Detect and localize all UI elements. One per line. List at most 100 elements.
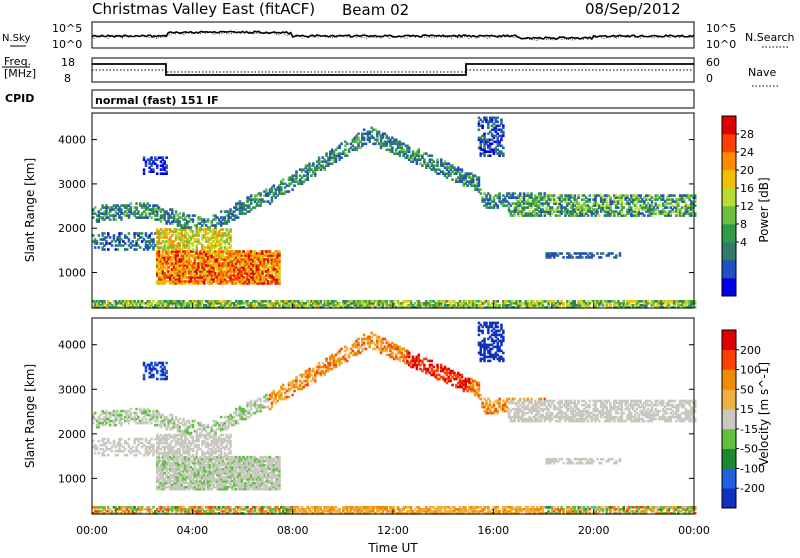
velocity-cell [164, 366, 167, 369]
power-cell [150, 232, 153, 235]
velocity-cell [117, 454, 120, 457]
power-cell [250, 194, 253, 197]
cpid-label: CPID [5, 92, 34, 105]
power-cell [581, 256, 584, 259]
power-cell [589, 198, 592, 201]
power-cell [295, 170, 298, 173]
power-cell [120, 208, 123, 211]
power-cell [150, 156, 153, 159]
power-cell [572, 256, 575, 259]
power-cell [386, 300, 389, 303]
power-cell [574, 194, 577, 197]
velocity-cell [109, 442, 112, 445]
velocity-cell [137, 416, 140, 419]
velocity-cell [150, 438, 153, 441]
velocity-cell [130, 408, 133, 411]
velocity-cell [143, 374, 146, 377]
power-cell [346, 143, 349, 146]
velocity-cell [165, 376, 168, 379]
power-cell [135, 206, 138, 209]
power-cell [639, 194, 642, 197]
power-cell [340, 156, 343, 159]
velocity-cell [98, 452, 101, 455]
velocity-cell [141, 438, 144, 441]
power-cell [433, 160, 436, 163]
power-cell [280, 186, 283, 189]
power-cell [451, 178, 454, 181]
nsky-line [92, 31, 694, 39]
power-cell [194, 214, 197, 217]
power-cell [487, 300, 490, 303]
power-cell [502, 125, 505, 128]
nave-tick-low: 0 [706, 72, 713, 85]
power-cell [592, 254, 595, 257]
power-ylabel: Slant Range [km] [23, 158, 37, 262]
power-cell [436, 158, 439, 161]
power-cell [478, 129, 481, 132]
power-cell [124, 242, 127, 245]
velocity-cell [143, 362, 146, 365]
power-cell [130, 202, 133, 205]
power-cell [162, 156, 165, 159]
power-cell [619, 252, 622, 255]
power-cell [179, 220, 182, 223]
power-cell [229, 234, 232, 237]
power-cell [220, 210, 223, 213]
velocity-cell [103, 438, 106, 441]
nsky-panel [92, 22, 694, 48]
power-cell [461, 168, 464, 171]
power-cell [562, 302, 565, 305]
power-cell [135, 202, 138, 205]
velocity-cell [120, 414, 123, 417]
power-cell [293, 184, 296, 187]
velocity-cell [165, 362, 168, 365]
power-cell [418, 149, 421, 152]
power-cell [658, 204, 661, 207]
velocity-cell [145, 418, 148, 421]
nsky-tick-high: 10^5 [52, 22, 82, 35]
power-cell [365, 143, 368, 146]
y-tick-label: 1000 [58, 267, 86, 280]
power-cell [623, 300, 626, 303]
velocity-cell [139, 452, 142, 455]
power-cell [489, 154, 492, 157]
nsky-label: N.Sky [2, 33, 30, 44]
velocity-cell [98, 440, 101, 443]
velocity-cell [124, 448, 127, 451]
nave-line [92, 70, 694, 72]
power-cell [165, 170, 168, 173]
power-cell [288, 190, 291, 193]
velocity-cell [150, 422, 153, 425]
power-cell [340, 143, 343, 146]
power-cell [606, 200, 609, 203]
velocity-cell [135, 408, 138, 411]
power-cell [259, 192, 262, 195]
station-title: Christmas Valley East (fitACF) [92, 0, 315, 18]
power-cell [143, 156, 146, 159]
power-cell [513, 192, 516, 195]
power-cell [107, 232, 110, 235]
power-cell [278, 250, 281, 253]
power-cell [655, 212, 658, 215]
power-cell [643, 214, 646, 217]
power-cell [497, 117, 500, 120]
power-cell [357, 133, 360, 136]
power-cell [530, 192, 533, 195]
velocity-cell [130, 412, 133, 415]
power-cell [393, 300, 396, 303]
power-cell [498, 304, 501, 307]
velocity-cell [156, 378, 159, 381]
velocity-cell [135, 412, 138, 415]
power-cell [574, 300, 577, 303]
power-cell [128, 232, 131, 235]
power-cell [141, 232, 144, 235]
power-cell [120, 232, 123, 235]
velocity-cell [171, 414, 174, 417]
power-cell [237, 216, 240, 219]
power-cell [103, 248, 106, 251]
power-cell [109, 218, 112, 221]
freq-tick-low: 8 [64, 72, 71, 85]
nave-label: Nave [748, 66, 776, 79]
